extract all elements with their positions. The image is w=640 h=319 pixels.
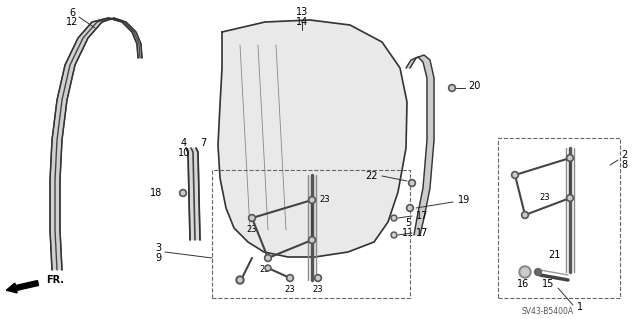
Circle shape — [248, 214, 255, 221]
Circle shape — [238, 278, 242, 282]
Text: 12: 12 — [66, 17, 78, 27]
Text: 4: 4 — [181, 138, 187, 148]
Circle shape — [511, 172, 518, 179]
Polygon shape — [218, 20, 407, 257]
Bar — [498, 138, 620, 298]
Circle shape — [181, 191, 185, 195]
Circle shape — [408, 206, 412, 210]
Text: 21: 21 — [548, 250, 561, 260]
Text: 23: 23 — [540, 194, 550, 203]
Circle shape — [566, 154, 573, 161]
Text: 2: 2 — [621, 150, 627, 160]
Bar — [212, 170, 410, 298]
Polygon shape — [186, 148, 200, 240]
Circle shape — [266, 266, 269, 270]
Text: 23: 23 — [246, 226, 257, 234]
Text: 3: 3 — [155, 243, 161, 253]
Text: 15: 15 — [542, 279, 554, 289]
Text: 11: 11 — [402, 228, 414, 238]
Text: 19: 19 — [458, 195, 470, 205]
Text: 23: 23 — [320, 196, 330, 204]
Circle shape — [521, 268, 529, 276]
Circle shape — [392, 234, 396, 236]
Circle shape — [449, 85, 456, 92]
Text: 1: 1 — [577, 302, 583, 312]
Circle shape — [519, 266, 531, 278]
Circle shape — [391, 232, 397, 238]
Polygon shape — [50, 18, 142, 270]
Circle shape — [450, 86, 454, 90]
Circle shape — [288, 276, 292, 280]
Circle shape — [568, 196, 572, 200]
Text: 8: 8 — [621, 160, 627, 170]
Circle shape — [287, 275, 294, 281]
Circle shape — [406, 204, 413, 211]
Text: 18: 18 — [150, 188, 162, 198]
Text: SV43-B5400A: SV43-B5400A — [522, 308, 574, 316]
Text: 7: 7 — [200, 138, 206, 148]
Text: 5: 5 — [405, 218, 411, 228]
Circle shape — [308, 236, 316, 243]
Text: 22: 22 — [365, 171, 378, 181]
Circle shape — [264, 255, 271, 262]
Text: 16: 16 — [517, 279, 529, 289]
Circle shape — [266, 256, 270, 260]
Circle shape — [568, 156, 572, 160]
Circle shape — [314, 275, 321, 281]
Text: 23: 23 — [313, 286, 323, 294]
Circle shape — [391, 215, 397, 221]
Circle shape — [265, 265, 271, 271]
Circle shape — [566, 195, 573, 202]
Text: 9: 9 — [155, 253, 161, 263]
Circle shape — [316, 276, 320, 280]
Circle shape — [408, 180, 415, 187]
Circle shape — [513, 173, 517, 177]
Circle shape — [236, 276, 244, 284]
Text: 10: 10 — [178, 148, 190, 158]
Circle shape — [534, 269, 541, 276]
Circle shape — [524, 213, 527, 217]
Text: 14: 14 — [296, 17, 308, 27]
Circle shape — [392, 217, 396, 219]
Text: 23: 23 — [285, 286, 295, 294]
Text: 20: 20 — [468, 81, 481, 91]
Circle shape — [310, 238, 314, 242]
Text: 13: 13 — [296, 7, 308, 17]
Circle shape — [410, 181, 414, 185]
Circle shape — [310, 198, 314, 202]
Text: 17: 17 — [416, 211, 428, 221]
Text: 6: 6 — [69, 8, 75, 18]
Text: FR.: FR. — [46, 275, 64, 285]
Circle shape — [522, 211, 529, 219]
Circle shape — [179, 189, 186, 197]
Text: 17: 17 — [416, 228, 428, 238]
Polygon shape — [406, 55, 434, 235]
FancyArrow shape — [6, 281, 38, 293]
Circle shape — [250, 216, 254, 220]
Text: 23: 23 — [260, 265, 270, 275]
Circle shape — [308, 197, 316, 204]
